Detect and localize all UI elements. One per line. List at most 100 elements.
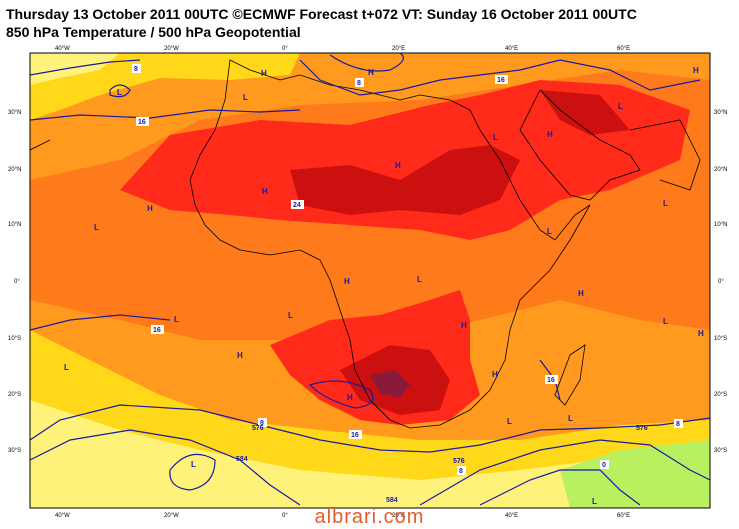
contour-label: 16 — [497, 77, 505, 84]
lon-label-bottom: 40°E — [505, 513, 518, 519]
contour-label: 8 — [459, 468, 463, 475]
pressure-centres: L H H L H H L L H H L H L L L L H H H H … — [64, 66, 704, 506]
contour-label-box — [349, 430, 362, 439]
pressure-label: L — [191, 460, 196, 469]
pressure-label: H — [492, 370, 498, 379]
lon-label-top: 20°W — [164, 46, 179, 52]
pressure-label: L — [592, 497, 597, 506]
contour-label-box — [258, 418, 267, 427]
latitude-labels-right: 30°N 20°N 10°N 0° 10°S 20°S 30°S — [714, 110, 727, 454]
contour-label-box — [545, 375, 558, 384]
pressure-label: L — [243, 93, 248, 102]
pressure-label: L — [663, 317, 668, 326]
lon-label-top: 40°W — [55, 46, 70, 52]
temperature-field — [30, 53, 710, 508]
pressure-label: H — [237, 351, 243, 360]
contour-label-box — [674, 419, 683, 428]
temperature-band-maroon — [370, 370, 410, 398]
contour-label-box — [136, 117, 149, 126]
lat-label-right: 30°S — [714, 448, 727, 454]
contour-label: 584 — [386, 497, 398, 504]
pressure-label: H — [262, 187, 268, 196]
contour-label-box — [151, 325, 164, 334]
pressure-label: H — [368, 68, 374, 77]
lon-label-top: 0° — [282, 46, 288, 52]
pressure-label: H — [547, 130, 553, 139]
latitude-labels-left: 30°N 20°N 10°N 0° 10°S 20°S 30°S — [8, 110, 21, 454]
contour-label: 8 — [676, 421, 680, 428]
contour-label-box — [291, 200, 304, 209]
pressure-label: L — [568, 414, 573, 423]
pressure-label: L — [507, 417, 512, 426]
pressure-label: L — [547, 227, 552, 236]
lon-label-bottom: 0° — [282, 513, 288, 519]
pressure-label: L — [417, 275, 422, 284]
lat-label-left: 10°S — [8, 336, 21, 342]
contour-label: 8 — [134, 66, 138, 73]
lat-label-left: 30°S — [8, 448, 21, 454]
lat-label-left: 10°N — [8, 222, 21, 228]
lat-label-left: 0° — [14, 279, 20, 285]
pressure-label: L — [618, 102, 623, 111]
pressure-label: L — [288, 311, 293, 320]
pressure-label: H — [261, 69, 267, 78]
contour-label: 16 — [547, 377, 555, 384]
temperature-band-paleyellow-north — [30, 53, 120, 85]
contour-label: 576 — [252, 425, 264, 432]
pressure-label: H — [693, 66, 699, 75]
contour-label-box — [355, 78, 364, 87]
pressure-label: L — [174, 315, 179, 324]
lon-label-bottom: 60°E — [617, 513, 630, 519]
pressure-label: L — [64, 363, 69, 372]
temperature-band-paleyellow-south — [30, 400, 710, 508]
pressure-label: H — [461, 321, 467, 330]
pressure-label: L — [117, 88, 122, 97]
map-subtitle: 850 hPa Temperature / 500 hPa Geopotenti… — [6, 24, 301, 40]
contour-label: 24 — [293, 202, 301, 209]
contour-label-box — [132, 64, 141, 73]
lon-label-top: 40°E — [505, 46, 518, 52]
contour-label: 0 — [602, 462, 606, 469]
contour-label: 576 — [636, 425, 648, 432]
pressure-label: H — [344, 277, 350, 286]
lat-label-right: 10°N — [714, 222, 727, 228]
longitude-labels-bottom: 40°W 20°W 0° 20°E 40°E 60°E — [55, 513, 630, 519]
pressure-label: L — [493, 133, 498, 142]
contour-label: 584 — [236, 456, 248, 463]
pressure-label: H — [395, 161, 401, 170]
contour-label-box — [457, 466, 466, 475]
lon-label-top: 20°E — [392, 46, 405, 52]
lon-label-top: 60°E — [617, 46, 630, 52]
pressure-label: L — [94, 223, 99, 232]
temperature-band-darkred-sahara — [290, 145, 520, 215]
contour-label: 16 — [153, 327, 161, 334]
map-frame — [29, 52, 711, 509]
lat-label-right: 30°N — [714, 110, 727, 116]
contour-label: 8 — [260, 420, 264, 427]
lat-label-left: 20°N — [8, 167, 21, 173]
pressure-label: L — [663, 199, 668, 208]
lon-label-bottom: 20°E — [392, 513, 405, 519]
pressure-label: H — [147, 204, 153, 213]
lat-label-right: 20°N — [714, 167, 727, 173]
contour-label-box — [600, 460, 609, 469]
pressure-label: H — [347, 393, 353, 402]
contour-label-box — [495, 75, 508, 84]
watermark: albrari.com — [314, 506, 425, 528]
temperature-band-green — [560, 440, 710, 508]
lon-label-bottom: 40°W — [55, 513, 70, 519]
lat-label-left: 30°N — [8, 110, 21, 116]
pressure-label: H — [578, 289, 584, 298]
temperature-band-red-north — [120, 80, 690, 240]
lat-label-right: 10°S — [714, 336, 727, 342]
contour-label: 8 — [357, 80, 361, 87]
lat-label-right: 0° — [718, 279, 724, 285]
longitude-labels-top: 40°W 20°W 0° 20°E 40°E 60°E — [55, 46, 630, 52]
contour-label: 16 — [138, 119, 146, 126]
pressure-label: H — [698, 329, 704, 338]
contour-label: 16 — [351, 432, 359, 439]
map-title: Thursday 13 October 2011 00UTC ©ECMWF Fo… — [6, 6, 637, 22]
lat-label-left: 20°S — [8, 392, 21, 398]
contour-label: 576 — [453, 458, 465, 465]
